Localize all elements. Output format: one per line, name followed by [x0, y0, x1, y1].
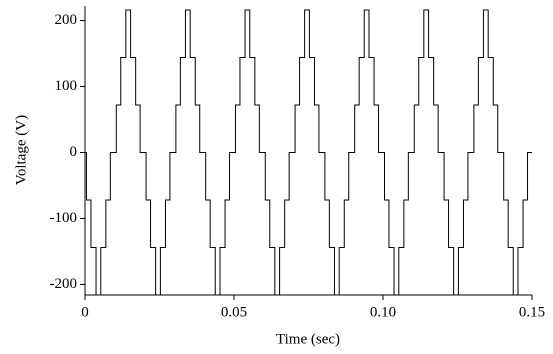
y-axis-label: Voltage (V) — [13, 115, 29, 185]
y-tick-label: 0 — [70, 144, 78, 160]
y-tick-label: -200 — [50, 276, 78, 292]
x-tick-label: 0.10 — [370, 304, 396, 320]
x-tick-label: 0.15 — [519, 304, 545, 320]
x-tick-label: 0 — [81, 304, 89, 320]
x-tick-label: 0.05 — [221, 304, 247, 320]
voltage-line — [85, 9, 532, 296]
y-tick-label: 100 — [55, 78, 78, 94]
y-tick-label: 200 — [55, 12, 78, 28]
x-axis-label: Time (sec) — [276, 331, 340, 347]
y-tick-label: -100 — [50, 210, 78, 226]
